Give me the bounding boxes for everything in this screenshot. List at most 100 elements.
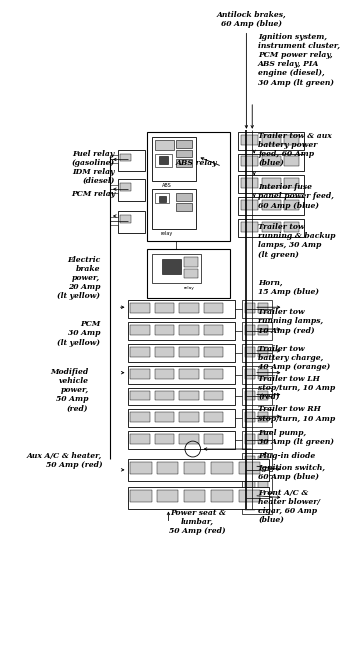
Text: Ignition system,
instrument cluster,
PCM power relay,
ABS relay, PIA
engine (die: Ignition system, instrument cluster, PCM… xyxy=(258,33,340,87)
Text: Front A/C &
heater blower/
cigar, 60 Amp
(blue): Front A/C & heater blower/ cigar, 60 Amp… xyxy=(258,489,320,524)
Bar xyxy=(258,412,268,422)
Bar xyxy=(262,178,281,188)
Bar xyxy=(159,156,168,164)
Text: PCM
30 Amp
(lt yellow): PCM 30 Amp (lt yellow) xyxy=(57,320,100,347)
Bar xyxy=(127,487,269,508)
Bar xyxy=(204,412,223,422)
Bar xyxy=(258,347,268,357)
Bar xyxy=(238,219,304,237)
Bar xyxy=(262,200,281,210)
Bar xyxy=(204,325,223,335)
Bar xyxy=(245,456,255,466)
Bar xyxy=(184,269,198,279)
Bar xyxy=(130,462,152,474)
Bar xyxy=(179,391,199,400)
Text: Trailer tow
battery charge,
40 Amp (orange): Trailer tow battery charge, 40 Amp (oran… xyxy=(258,345,330,371)
Bar xyxy=(176,150,192,158)
Bar xyxy=(241,135,258,144)
Bar xyxy=(238,462,260,474)
Text: Antilock brakes,
60 Amp (blue): Antilock brakes, 60 Amp (blue) xyxy=(216,11,286,27)
Bar xyxy=(130,490,152,502)
Text: Trailer tow
running lamps,
10 Amp (red): Trailer tow running lamps, 10 Amp (red) xyxy=(258,308,323,335)
Text: Fuel pump,
30 Amp (lt green): Fuel pump, 30 Amp (lt green) xyxy=(258,430,334,446)
Bar xyxy=(284,222,299,232)
Bar xyxy=(157,462,178,474)
Bar xyxy=(284,156,299,166)
Bar xyxy=(176,193,192,201)
Bar xyxy=(152,254,201,283)
Bar xyxy=(147,132,230,240)
Bar xyxy=(152,137,196,181)
Bar xyxy=(262,222,281,232)
Bar xyxy=(127,431,235,449)
Bar xyxy=(110,156,118,164)
Bar xyxy=(179,434,199,444)
Bar xyxy=(127,459,269,481)
Bar xyxy=(130,434,150,444)
Bar xyxy=(155,369,174,379)
Bar xyxy=(179,347,199,357)
Text: Trailer tow
running & backup
lamps, 30 Amp
(lt green): Trailer tow running & backup lamps, 30 A… xyxy=(258,223,335,259)
Bar xyxy=(211,490,233,502)
Bar xyxy=(242,301,272,318)
Bar xyxy=(184,462,205,474)
Bar xyxy=(147,248,230,299)
Bar xyxy=(179,412,199,422)
Bar xyxy=(155,391,174,400)
Bar xyxy=(176,160,192,168)
Text: Power seat &
lumbar,
50 Amp (red): Power seat & lumbar, 50 Amp (red) xyxy=(170,508,226,535)
Bar xyxy=(176,140,192,148)
Bar xyxy=(258,325,268,335)
Bar xyxy=(258,434,268,444)
Bar xyxy=(120,215,131,223)
Bar xyxy=(130,325,150,335)
Text: Ignition switch,
60 Amp (blue): Ignition switch, 60 Amp (blue) xyxy=(258,464,325,481)
Bar xyxy=(258,500,268,510)
Bar xyxy=(245,478,255,488)
Bar xyxy=(155,412,174,422)
Bar xyxy=(245,434,255,444)
Bar xyxy=(245,369,255,379)
Text: Modified
vehicle
power,
50 Amp
(red): Modified vehicle power, 50 Amp (red) xyxy=(50,367,89,413)
Text: Electric
brake
power,
20 Amp
(lt yellow): Electric brake power, 20 Amp (lt yellow) xyxy=(57,256,100,301)
Bar xyxy=(118,150,145,172)
Bar xyxy=(242,431,272,449)
Bar xyxy=(241,222,258,232)
Bar xyxy=(127,322,235,340)
Bar xyxy=(118,211,145,233)
Bar xyxy=(241,178,258,188)
Bar xyxy=(155,347,174,357)
Bar xyxy=(179,325,199,335)
Bar xyxy=(245,347,255,357)
Bar xyxy=(155,193,170,203)
Bar xyxy=(284,178,299,188)
Bar xyxy=(242,344,272,362)
Bar xyxy=(155,140,174,150)
Bar xyxy=(238,154,304,172)
Bar xyxy=(238,175,304,193)
Bar xyxy=(242,409,272,428)
Bar xyxy=(118,179,145,201)
Bar xyxy=(152,189,196,229)
Bar xyxy=(241,200,258,210)
Bar xyxy=(245,303,255,313)
Bar xyxy=(179,369,199,379)
Bar xyxy=(127,387,235,405)
Bar xyxy=(241,156,258,166)
Bar xyxy=(245,500,255,510)
Bar xyxy=(258,391,268,400)
Text: Aux A/C & heater,
50 Amp (red): Aux A/C & heater, 50 Amp (red) xyxy=(27,452,102,469)
Bar xyxy=(110,217,118,225)
Bar xyxy=(204,434,223,444)
Bar xyxy=(238,197,304,215)
Bar xyxy=(238,490,260,502)
Bar xyxy=(155,325,174,335)
Bar xyxy=(184,490,205,502)
Text: Trailer tow RH
stop/turn, 10 Amp: Trailer tow RH stop/turn, 10 Amp xyxy=(258,405,335,423)
Bar xyxy=(242,453,272,471)
Bar xyxy=(284,200,299,210)
Bar xyxy=(127,366,235,383)
Bar xyxy=(184,257,198,267)
Text: Fuel relay
(gasoline)
IDM relay
(diesel): Fuel relay (gasoline) IDM relay (diesel) xyxy=(72,150,115,185)
Bar xyxy=(242,322,272,340)
